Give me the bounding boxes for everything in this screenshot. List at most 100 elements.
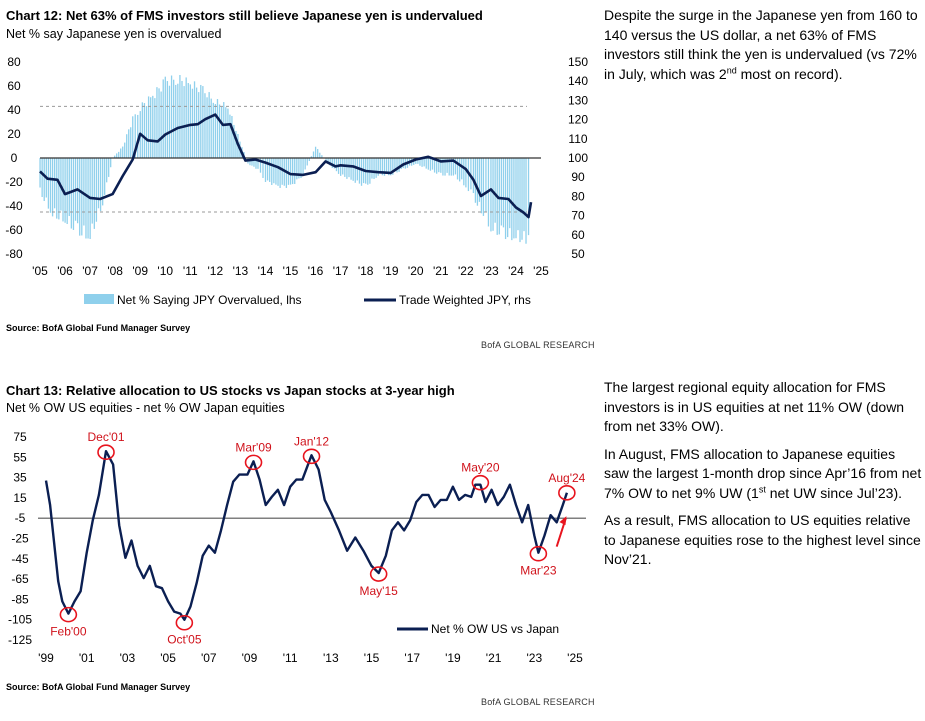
chart12-brand: BofA GLOBAL RESEARCH <box>481 340 595 350</box>
jpy-overvalued-bar <box>126 134 128 158</box>
jpy-overvalued-bar <box>177 83 179 158</box>
annotation-circle <box>244 454 263 471</box>
jpy-overvalued-bar <box>66 158 68 225</box>
jpy-overvalued-bar <box>352 158 354 181</box>
y-tick-label: -105 <box>8 613 32 627</box>
jpy-overvalued-bar <box>106 158 108 183</box>
y-left-tick-label: -40 <box>5 199 23 213</box>
x-tick-label: '15 <box>364 651 380 665</box>
chart12-source: Source: BofA Global Fund Manager Survey <box>6 323 191 333</box>
jpy-overvalued-bar <box>43 158 45 201</box>
jpy-overvalued-bar <box>81 158 83 236</box>
jpy-overvalued-bar <box>210 98 212 158</box>
jpy-overvalued-bar <box>327 158 329 164</box>
trend-arrow-head <box>559 516 567 526</box>
y-tick-label: 35 <box>13 471 27 485</box>
jpy-overvalued-bar <box>79 158 81 236</box>
annotation-circle <box>558 485 576 501</box>
jpy-overvalued-bar <box>502 158 505 228</box>
jpy-overvalued-bar <box>419 158 421 166</box>
jpy-overvalued-bar <box>47 158 50 209</box>
chart12-subtitle: Net % say Japanese yen is overvalued <box>6 27 222 41</box>
jpy-overvalued-bar <box>287 158 290 185</box>
commentary-top: Despite the surge in the Japanese yen fr… <box>604 6 922 92</box>
jpy-overvalued-bar <box>417 158 419 164</box>
jpy-overvalued-bar <box>454 158 457 175</box>
jpy-overvalued-bar <box>85 158 87 239</box>
x-tick-label: '01 <box>79 651 95 665</box>
jpy-overvalued-bar <box>527 158 530 236</box>
jpy-overvalued-bar <box>452 158 455 176</box>
x-tick-label: '16 <box>308 264 324 278</box>
annotation-label: Mar'23 <box>520 564 557 578</box>
jpy-overvalued-bar <box>310 156 313 158</box>
jpy-overvalued-bar <box>130 127 132 158</box>
chart13-svg: Feb'00 Dec'01 Oct'05 Mar'09 Jan'12 May'15 May'… <box>8 430 586 665</box>
y-right-tick-label: 80 <box>571 189 585 203</box>
jpy-overvalued-bar <box>116 153 118 158</box>
x-tick-label: '03 <box>120 651 136 665</box>
jpy-overvalued-bar <box>64 158 66 223</box>
jpy-overvalued-bar <box>275 158 277 185</box>
jpy-overvalued-bar <box>152 95 154 158</box>
jpy-overvalued-bar <box>120 148 122 158</box>
jpy-overvalued-bar <box>183 86 185 158</box>
jpy-overvalued-bar <box>381 158 384 176</box>
y-left-tick-label: -20 <box>5 175 23 189</box>
jpy-overvalued-bar <box>438 158 440 173</box>
jpy-overvalued-bar <box>281 158 283 185</box>
jpy-overvalued-bar <box>519 158 521 243</box>
jpy-overvalued-bar <box>371 158 373 179</box>
y-tick-label: -25 <box>11 532 29 546</box>
jpy-overvalued-bar <box>478 158 481 202</box>
jpy-overvalued-bar <box>329 158 331 166</box>
chart13-brand: BofA GLOBAL RESEARCH <box>481 697 595 707</box>
jpy-overvalued-bar <box>340 158 342 176</box>
jpy-overvalued-bar <box>193 81 196 158</box>
legend-line-label: Net % OW US vs Japan <box>431 622 559 636</box>
jpy-overvalued-bar <box>179 75 181 158</box>
x-tick-label: '25 <box>533 264 549 278</box>
x-tick-label: '24 <box>508 264 524 278</box>
y-right-tick-label: 110 <box>568 132 587 146</box>
jpy-overvalued-bar <box>214 104 217 158</box>
jpy-overvalued-bar <box>150 97 152 158</box>
jpy-overvalued-bar <box>264 158 267 182</box>
jpy-overvalued-bar <box>229 114 231 158</box>
annotation-label: Oct'05 <box>167 633 202 647</box>
x-tick-label: '21 <box>433 264 449 278</box>
jpy-overvalued-bar <box>259 158 262 173</box>
jpy-overvalued-bar <box>156 87 158 158</box>
jpy-overvalued-bar <box>333 158 336 169</box>
jpy-overvalued-bar <box>300 158 302 178</box>
x-tick-label: '17 <box>404 651 420 665</box>
jpy-overvalued-bar <box>134 114 136 158</box>
jpy-overvalued-bar <box>41 158 43 198</box>
jpy-overvalued-bar <box>187 83 189 158</box>
y-right-tick-label: 120 <box>568 113 588 127</box>
jpy-overvalued-bar <box>168 85 171 158</box>
x-tick-label: '12 <box>208 264 224 278</box>
jpy-overvalued-bar <box>137 114 139 158</box>
annotation-circle <box>529 545 548 562</box>
jpy-overvalued-bar <box>108 158 110 177</box>
jpy-overvalued-bar <box>164 76 166 158</box>
jpy-overvalued-bar <box>523 158 525 232</box>
y-right-tick-label: 140 <box>568 74 588 88</box>
jpy-overvalued-bar <box>253 158 255 167</box>
y-left-tick-label: 60 <box>7 79 21 93</box>
x-tick-label: '20 <box>408 264 424 278</box>
jpy-overvalued-bar <box>314 146 317 158</box>
annotation-label: Dec'01 <box>88 430 125 444</box>
jpy-overvalued-bar <box>517 158 519 231</box>
y-left-tick-label: 80 <box>7 55 21 69</box>
x-tick-label: '15 <box>283 264 299 278</box>
jpy-overvalued-bar <box>206 97 208 158</box>
jpy-overvalued-bar <box>271 158 273 185</box>
annotation-circle <box>97 444 115 461</box>
jpy-overvalued-bar <box>173 79 175 158</box>
jpy-overvalued-bar <box>175 84 177 158</box>
jpy-overvalued-bar <box>423 158 425 167</box>
jpy-overvalued-bar <box>485 158 487 213</box>
y-tick-label: -125 <box>8 633 32 647</box>
